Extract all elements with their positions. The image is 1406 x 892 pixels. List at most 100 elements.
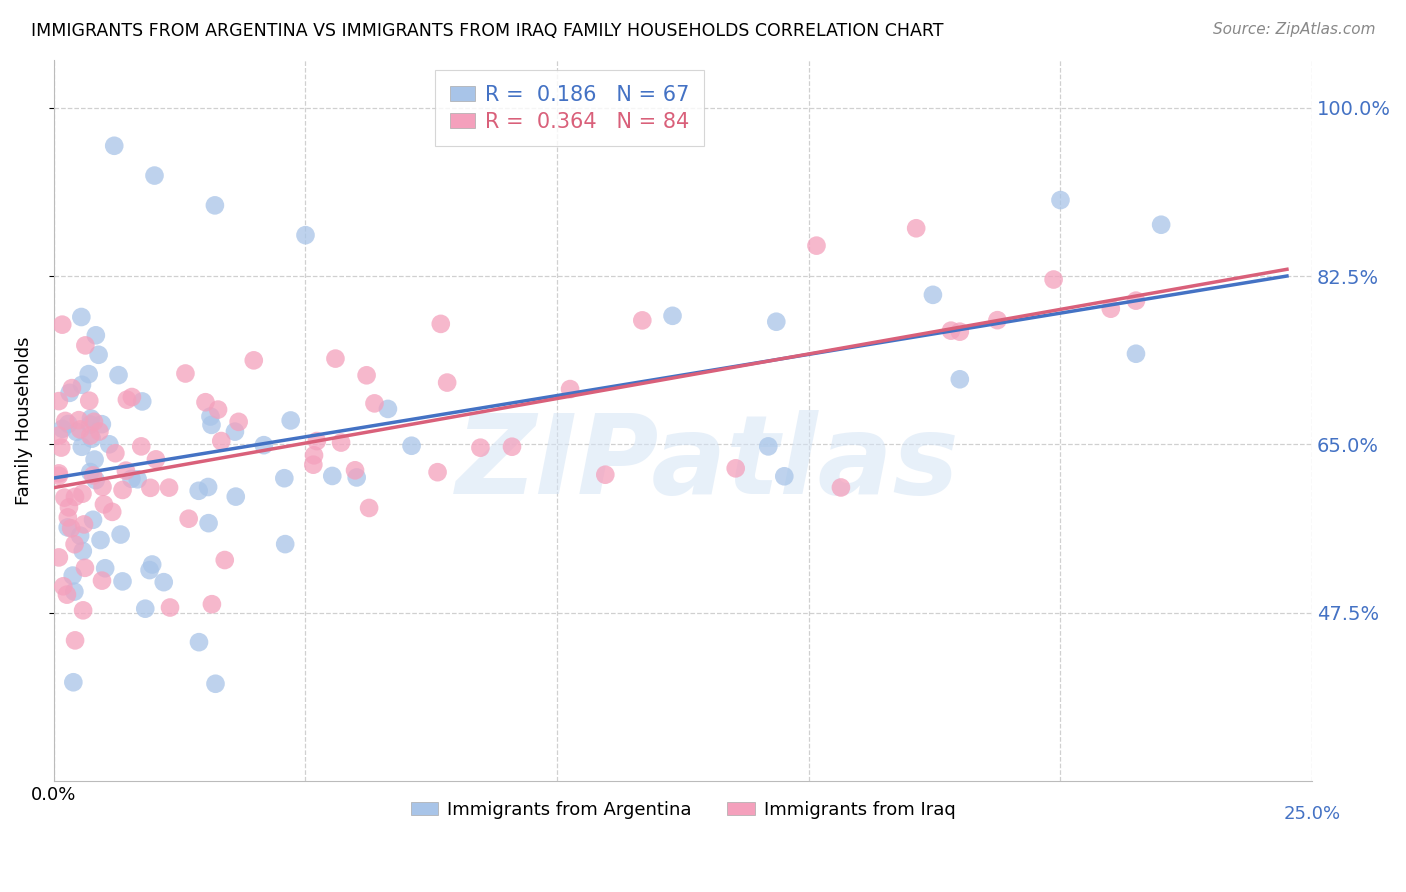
Point [73,517,96,532]
Point [321,469,343,483]
Point [302,448,325,462]
Point [51,318,73,332]
Point [429,317,451,331]
Point [145,452,167,467]
Point [56,510,79,524]
Point [115,392,138,407]
Point [107,368,129,383]
Point [121,472,143,486]
Point [344,463,367,477]
Point [138,563,160,577]
Point [401,439,423,453]
Point [77,393,100,408]
Point [131,394,153,409]
Point [1125,347,1147,361]
Point [330,435,353,450]
Point [986,313,1008,327]
Point [1150,218,1173,232]
Point [80,411,103,425]
Point [773,469,796,483]
Point [79,417,101,432]
Point [294,228,316,243]
Point [62,568,84,582]
Point [631,313,654,327]
Point [62,675,84,690]
Point [70,440,93,454]
Point [63,537,86,551]
Point [209,434,232,448]
Point [204,198,226,212]
Point [129,439,152,453]
Point [177,512,200,526]
Point [80,432,103,446]
Point [59,385,82,400]
Point [187,483,209,498]
Point [60,381,83,395]
Point [72,486,94,500]
Point [363,396,385,410]
Point [63,584,86,599]
Point [346,470,368,484]
Point [91,574,114,588]
Point [104,446,127,460]
Point [253,438,276,452]
Point [242,353,264,368]
Point [48,467,70,481]
Point [922,288,945,302]
Point [1099,301,1122,316]
Point [143,169,166,183]
Point [72,544,94,558]
Point [53,491,76,505]
Point [93,497,115,511]
Point [83,452,105,467]
Point [51,422,73,436]
Point [905,221,928,235]
Y-axis label: Family Households: Family Households [15,336,32,505]
Point [436,376,458,390]
Point [82,468,104,483]
Point [765,315,787,329]
Point [110,527,132,541]
Point [305,434,328,448]
Point [201,597,224,611]
Point [273,471,295,485]
Point [70,310,93,324]
Point [83,415,105,429]
Point [595,467,617,482]
Point [70,377,93,392]
Point [200,409,222,424]
Point [159,600,181,615]
Point [157,481,180,495]
Point [98,437,121,451]
Point [194,395,217,409]
Point [470,441,492,455]
Point [661,309,683,323]
Point [197,516,219,531]
Point [224,425,246,439]
Point [359,500,381,515]
Point [127,472,149,486]
Point [63,490,86,504]
Point [65,425,87,439]
Text: Source: ZipAtlas.com: Source: ZipAtlas.com [1212,22,1375,37]
Point [51,441,73,455]
Text: 25.0%: 25.0% [1284,805,1341,823]
Point [89,425,111,439]
Point [111,483,134,497]
Point [53,414,76,428]
Point [69,422,91,436]
Point [1042,272,1064,286]
Point [121,390,143,404]
Point [90,533,112,547]
Point [426,465,449,479]
Point [48,468,70,483]
Point [115,464,138,478]
Point [63,633,86,648]
Point [152,575,174,590]
Point [91,480,114,494]
Point [103,138,125,153]
Point [188,635,211,649]
Point [302,458,325,472]
Point [58,417,80,431]
Point [48,428,70,442]
